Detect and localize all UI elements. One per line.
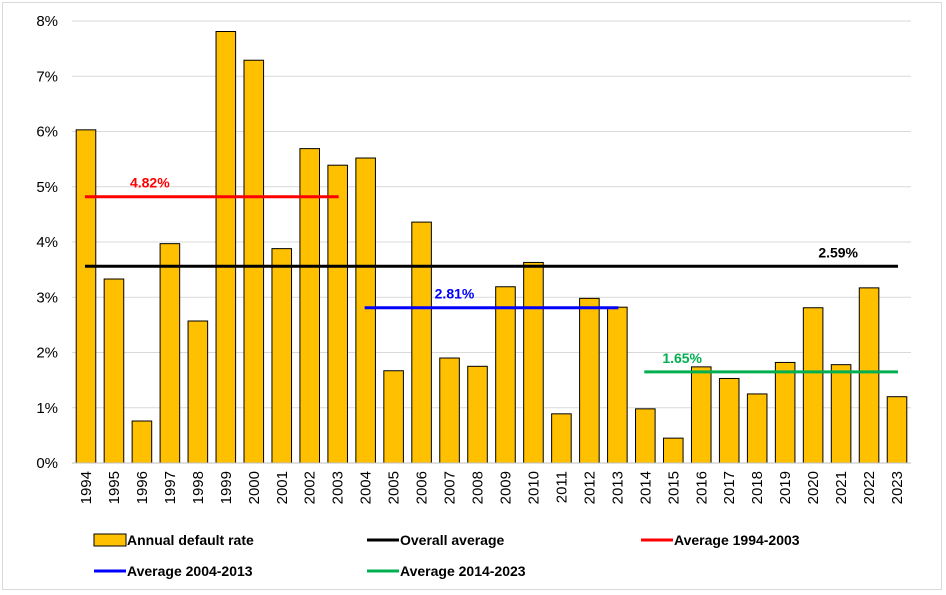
bar-2023	[886, 396, 908, 464]
bar-2017	[718, 377, 740, 464]
x-tick-label: 2021	[833, 471, 850, 504]
avg-label: 4.82%	[130, 175, 170, 191]
x-tick-label: 2017	[721, 471, 738, 504]
y-tick-label: 4%	[36, 234, 58, 251]
x-tick-label: 1999	[218, 471, 235, 504]
x-tick-label: 2013	[609, 471, 626, 504]
legend-label: Average 1994-2003	[674, 532, 800, 548]
y-axis-ticks: 0% 1% 2% 3% 4% 5% 6% 7% 8%	[36, 13, 58, 472]
x-tick-label: 2005	[386, 471, 403, 504]
y-tick-label: 0%	[36, 455, 58, 472]
bar-2007	[439, 357, 460, 464]
bar-2005	[383, 370, 404, 464]
bar-2004	[355, 157, 376, 464]
bar-2009	[495, 286, 516, 464]
bar-1998	[187, 320, 209, 464]
x-tick-label: 1996	[134, 471, 151, 504]
bar-2006	[411, 221, 432, 464]
x-tick-label: 1997	[162, 471, 179, 504]
bar-2015	[662, 437, 684, 464]
y-tick-label: 3%	[36, 289, 58, 306]
x-tick-label: 2022	[861, 471, 878, 504]
x-tick-label: 2001	[274, 471, 291, 504]
bar-2001	[271, 248, 293, 464]
legend-label: Annual default rate	[127, 532, 254, 548]
x-tick-label: 2015	[665, 471, 682, 504]
bar-2016	[690, 366, 712, 464]
avg-label: 2.59%	[818, 244, 858, 260]
x-tick-label: 2004	[358, 471, 375, 504]
bar-2000	[243, 59, 265, 464]
y-tick-label: 8%	[36, 13, 58, 30]
x-tick-label: 2016	[693, 471, 710, 504]
bar-2003	[327, 164, 348, 464]
x-tick-label: 2023	[889, 471, 906, 504]
bar-1996	[131, 420, 153, 464]
x-tick-label: 2020	[805, 471, 822, 504]
bar-2021	[830, 364, 852, 464]
legend-swatch-bar	[93, 533, 127, 547]
bar-2014	[635, 408, 656, 464]
y-tick-label: 1%	[36, 400, 58, 417]
bar-2008	[467, 365, 488, 464]
x-axis-ticks: 1994 1995 1996 1997 1998 1999 2000 2001 2002 2003…	[78, 471, 906, 504]
x-tick-label: 2019	[777, 471, 794, 504]
x-tick-label: 1994	[78, 471, 95, 504]
legend-label: Average 2014-2023	[400, 563, 526, 579]
x-tick-label: 2009	[497, 471, 514, 504]
y-tick-label: 5%	[36, 179, 58, 196]
gridlines	[72, 20, 911, 409]
x-tick-label: 2006	[414, 471, 431, 504]
bar-2013	[607, 306, 628, 464]
legend-label: Average 2004-2013	[127, 563, 253, 579]
average-lines: 2.59% 4.82% 2.81% 1.65%	[84, 175, 899, 374]
x-tick-label: 1995	[106, 471, 123, 504]
bar-2022	[858, 287, 880, 464]
x-tick-label: 1998	[190, 471, 207, 504]
x-tick-label: 2012	[581, 471, 598, 504]
bar-1999	[215, 30, 237, 464]
bar-2011	[551, 413, 572, 464]
bar-2012	[579, 297, 600, 464]
avg-label: 2.81%	[435, 286, 475, 302]
x-tick-label: 2002	[302, 471, 319, 504]
bar-2010	[523, 261, 544, 464]
bar-1997	[159, 243, 181, 464]
legend: Annual default rate Overall average Averag…	[93, 532, 800, 579]
x-tick-label: 2018	[749, 471, 766, 504]
bar-2019	[774, 361, 796, 464]
x-tick-label: 2010	[525, 471, 542, 504]
bar-1995	[103, 278, 125, 464]
legend-label: Overall average	[400, 532, 505, 548]
x-tick-label: 2000	[246, 471, 263, 504]
y-tick-label: 2%	[36, 345, 58, 362]
bar-1994	[75, 129, 97, 464]
bar-2018	[746, 393, 768, 464]
x-tick-label: 2003	[330, 471, 347, 504]
x-tick-label: 2008	[470, 471, 487, 504]
y-tick-label: 6%	[36, 124, 58, 141]
x-tick-label: 2007	[442, 471, 459, 504]
x-tick-label: 2011	[553, 471, 570, 503]
x-tick-label: 2014	[637, 471, 654, 504]
y-tick-label: 7%	[36, 68, 58, 85]
bars	[75, 30, 908, 464]
avg-label: 1.65%	[662, 350, 702, 366]
bar-2020	[802, 307, 824, 464]
